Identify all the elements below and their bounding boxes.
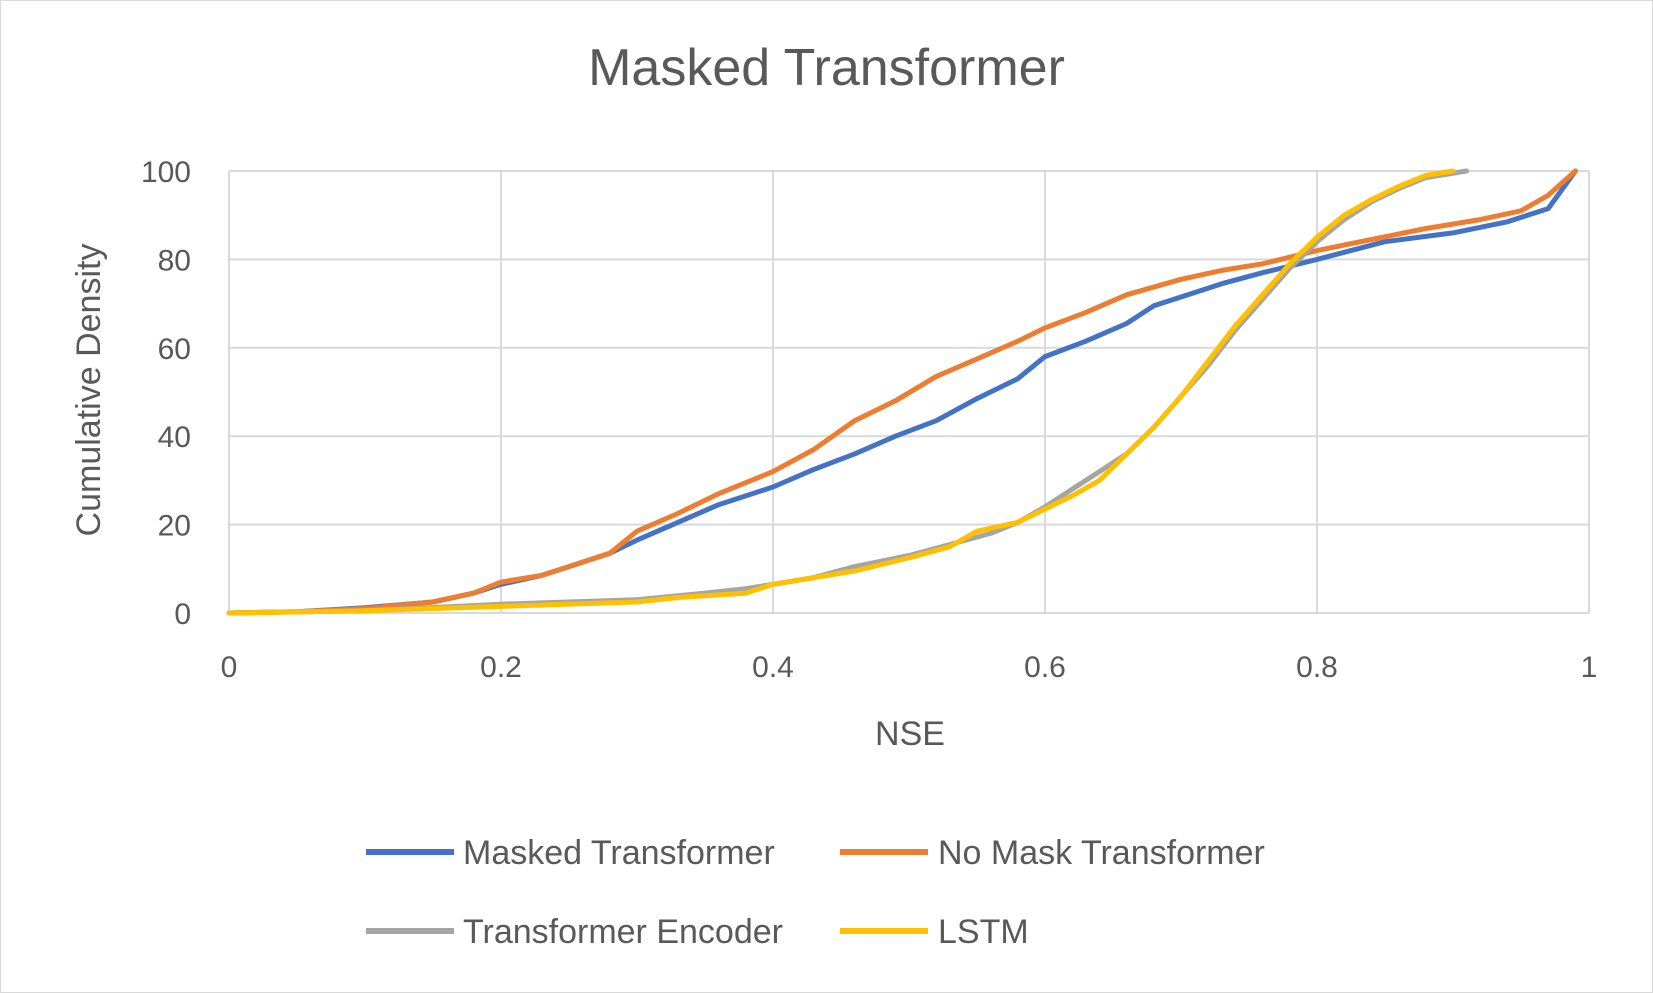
y-tick-labels: 0 20 40 60 80 100	[141, 156, 191, 631]
legend-item-masked-transformer[interactable]: Masked Transformer	[366, 834, 775, 872]
x-tick-label: 0.2	[480, 651, 522, 684]
y-tick-label: 80	[158, 244, 191, 277]
y-tick-label: 100	[141, 156, 191, 189]
legend: Masked Transformer No Mask Transformer T…	[366, 834, 1265, 951]
x-tick-label: 0.4	[752, 651, 794, 684]
legend-item-transformer-encoder[interactable]: Transformer Encoder	[366, 913, 783, 951]
series-line-lstm	[226, 168, 1456, 616]
x-tick-label: 0.8	[1296, 651, 1338, 684]
x-axis-title: NSE	[875, 715, 945, 753]
x-tick-label: 1	[1581, 651, 1598, 684]
y-tick-label: 20	[158, 510, 191, 543]
legend-label: LSTM	[938, 913, 1029, 951]
legend-label: Masked Transformer	[463, 834, 775, 872]
y-tick-label: 40	[158, 421, 191, 454]
x-tick-labels: 0 0.2 0.4 0.6 0.8 1	[221, 651, 1598, 684]
legend-label: No Mask Transformer	[938, 834, 1265, 872]
y-axis-title: Cumulative Density	[70, 244, 108, 537]
y-tick-label: 60	[158, 333, 191, 366]
x-tick-label: 0.6	[1024, 651, 1066, 684]
series-line-transformer-encoder	[226, 168, 1470, 616]
y-tick-label: 0	[174, 598, 191, 631]
chart-title: Masked Transformer	[588, 39, 1065, 97]
series-lines	[226, 168, 1578, 616]
series-line-no-mask-transformer	[226, 168, 1578, 616]
legend-item-lstm[interactable]: LSTM	[840, 913, 1029, 951]
legend-label: Transformer Encoder	[463, 913, 783, 951]
legend-item-no-mask-transformer[interactable]: No Mask Transformer	[840, 834, 1265, 872]
x-tick-label: 0	[221, 651, 238, 684]
